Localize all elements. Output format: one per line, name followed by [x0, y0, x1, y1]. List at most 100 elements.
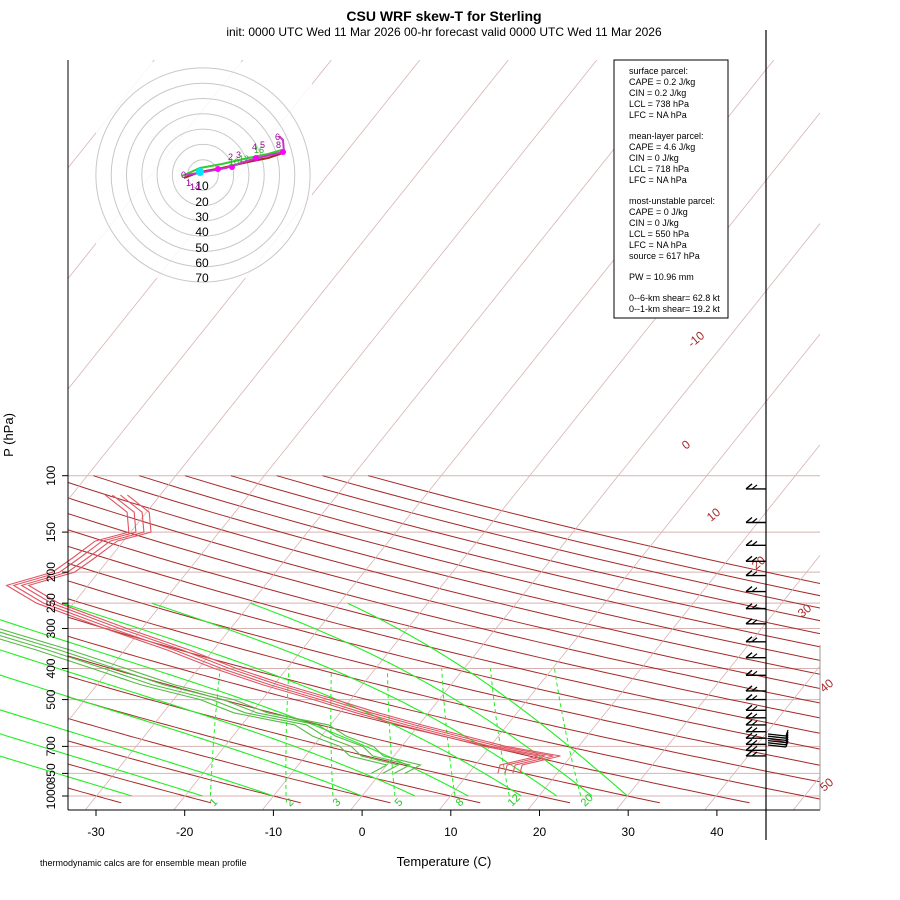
hodo-ring-label-10: 10	[195, 179, 209, 193]
axes-frame	[67, 60, 821, 811]
mixing-label-20: 20	[579, 792, 596, 809]
wind-barb-flag-2	[751, 745, 758, 751]
mixing-label-3: 3	[331, 796, 344, 809]
isotherm-40	[704, 665, 820, 810]
x-tick-label-0: 0	[359, 825, 366, 839]
chart-title: CSU WRF skew-T for Sterling	[346, 8, 541, 24]
stats-shear-06: 0--6-km shear= 62.8 kt	[629, 293, 720, 303]
wind-barb-low-shaft	[767, 742, 787, 746]
isotherm-0	[350, 222, 820, 810]
moist-adiabat-22	[151, 602, 558, 797]
moist-adiabat--18	[0, 733, 203, 797]
y-tick-label-500: 500	[44, 689, 58, 709]
wind-barb-low-flag	[785, 738, 789, 745]
isotherm-10	[438, 333, 820, 810]
stats-box-frame	[613, 59, 729, 319]
dry-adiabat--20	[68, 763, 212, 804]
dry-adiabat-130	[68, 481, 820, 675]
x-axis-ticks: -30 -20 -10 0 10 20 30 40	[87, 810, 724, 839]
wind-barb-low-5	[767, 740, 789, 748]
wind-barb-flag-2	[751, 720, 758, 726]
dewpoint-member-2	[0, 635, 400, 774]
hodo-point-1	[215, 166, 221, 172]
mixing-line-8	[441, 668, 456, 797]
wind-barb-110	[745, 483, 766, 490]
wind-barb-low-flag	[785, 740, 789, 748]
wind-barb-flag	[745, 516, 753, 524]
stats-shear-01: 0--1-km shear= 19.2 kt	[629, 304, 720, 314]
wind-barb-flag	[745, 732, 753, 739]
wind-barb-600	[745, 719, 766, 726]
isotherm--50	[68, 60, 509, 612]
dry-adiabat-140	[93, 475, 820, 661]
wind-barb-flag	[745, 636, 753, 643]
moist-adiabat-0	[0, 674, 363, 797]
wind-barb-flag-2	[751, 637, 758, 643]
isotherm--30	[84, 60, 686, 810]
stats-ml-cape: CAPE = 4.6 J/kg	[629, 142, 695, 152]
dry-adiabat-90	[68, 545, 820, 734]
stats-mu-cin: CIN = 0 J/kg	[629, 218, 679, 228]
wind-barb-flag-2	[751, 727, 758, 733]
hodo-height-10: 10	[229, 157, 239, 167]
wind-barb-low-flag	[785, 736, 789, 743]
hodograph-ring-labels: 10 20 30 40 50 60 70	[195, 179, 209, 285]
hodo-height-5: 5	[260, 140, 265, 150]
wind-barb-flag-2	[751, 705, 758, 711]
hodo-ring-3	[156, 128, 250, 222]
moist-adiabat-26	[250, 602, 593, 797]
moist-adiabat-6	[0, 649, 416, 797]
wind-barb-630	[745, 726, 766, 733]
wind-barb-260	[745, 603, 766, 610]
hodo-ring-label-50: 50	[195, 241, 209, 255]
hodo-height-16: 16	[254, 145, 264, 155]
dry-adiabat-50	[68, 616, 820, 800]
wind-barb-flag	[745, 483, 753, 490]
wind-barb-low-flag	[785, 732, 789, 739]
wind-barb-flag	[745, 555, 753, 562]
dry-adiabat-60	[68, 598, 820, 783]
parcel-stats-box: surface parcel: CAPE = 0.2 J/kg CIN = 0.…	[613, 59, 729, 319]
stats-ml-cin: CIN = 0 J/kg	[629, 153, 679, 163]
dry-adiabat-70	[68, 580, 820, 766]
hodo-point-4	[280, 149, 286, 155]
wind-barb-500	[745, 694, 766, 701]
dewpoint-member-3	[0, 631, 412, 774]
footnote: thermodynamic calcs are for ensemble mea…	[40, 858, 247, 868]
dry-adiabat-110	[68, 513, 820, 704]
moist-adiabat-18	[61, 602, 522, 797]
wind-barbs	[745, 483, 789, 757]
mixing-label-5: 5	[393, 796, 406, 809]
dry-adiabat-170	[230, 475, 820, 622]
isotherm--40	[68, 60, 598, 722]
wind-barb-flag	[745, 704, 753, 711]
mixing-line-5	[387, 668, 396, 797]
y-tick-label-150: 150	[44, 522, 58, 542]
wind-barb-flag-2	[751, 540, 758, 546]
wind-barb-690	[745, 738, 766, 746]
x-tick-label--10: -10	[265, 825, 283, 839]
wind-barb-flag	[745, 603, 753, 610]
mixing-line-2	[285, 668, 290, 797]
hodo-height-0: 0	[181, 170, 186, 180]
hodo-ring-label-30: 30	[195, 210, 209, 224]
wind-barb-flag-2	[751, 686, 758, 692]
stats-surface-title: surface parcel:	[629, 66, 688, 76]
stats-mu-source: source = 617 hPa	[629, 251, 700, 261]
wind-barb-flag	[745, 712, 753, 719]
hodo-ring-6	[110, 82, 296, 268]
y-tick-label-850: 850	[44, 763, 58, 783]
wind-barb-140	[745, 516, 766, 524]
hodo-height-1: 1	[186, 178, 191, 188]
moist-adiabat-30	[347, 602, 628, 797]
wind-barb-low-4	[767, 738, 789, 746]
isotherm--10	[261, 112, 820, 810]
stats-surface-cin: CIN = 0.2 J/kg	[629, 88, 686, 98]
isotherm-label-m10: -10	[685, 328, 708, 350]
wind-barb-flag-2	[751, 653, 758, 659]
stats-ml-lfc: LFC = NA hPa	[629, 175, 687, 185]
wind-barb-low-flag	[785, 734, 789, 741]
mixing-label-12: 12	[506, 792, 523, 809]
hodo-ring-label-70: 70	[195, 271, 209, 285]
wind-barb-370	[745, 652, 766, 659]
